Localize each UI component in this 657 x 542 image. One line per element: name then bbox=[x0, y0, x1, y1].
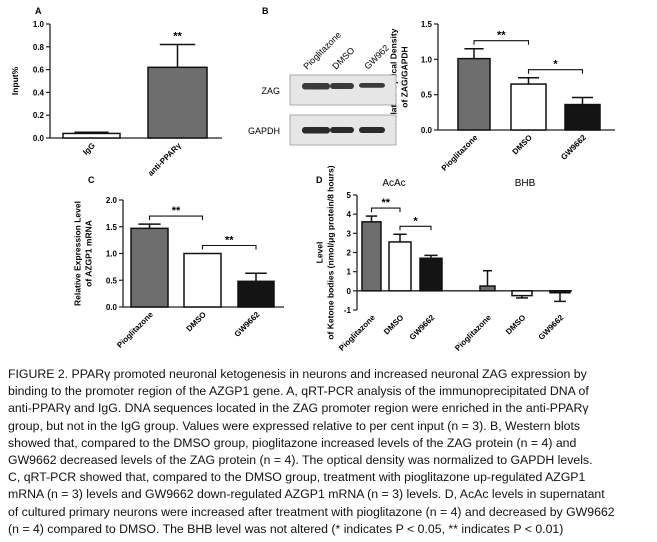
blot-band bbox=[330, 83, 354, 89]
caption-line: FIGURE 2. PPARγ promoted neuronal ketoge… bbox=[8, 367, 587, 381]
y-tick-label: 0.8 bbox=[33, 43, 45, 52]
y-tick-label: 1.0 bbox=[33, 20, 45, 29]
caption-line: showed that, compared to the DMSO group,… bbox=[8, 435, 577, 450]
panel-label: A bbox=[35, 6, 42, 16]
significance-label: ** bbox=[381, 197, 390, 209]
blot-box bbox=[289, 74, 397, 106]
blot-band bbox=[359, 127, 385, 133]
x-tick-label: GW9662 bbox=[233, 310, 262, 339]
y-tick-label: 3 bbox=[347, 229, 352, 238]
y-tick-label: 0.0 bbox=[421, 126, 433, 135]
significance-label: ** bbox=[173, 31, 182, 43]
x-tick-label: Pioglitazone bbox=[440, 133, 480, 173]
figure-caption: FIGURE 2. PPARγ promoted neuronal ketoge… bbox=[8, 366, 653, 538]
x-tick-label: anti-PPARγ bbox=[146, 141, 183, 178]
x-tick-label: Pioglitazone bbox=[453, 313, 493, 353]
y-tick-label: 1.0 bbox=[106, 250, 118, 259]
y-axis-label: Input% bbox=[10, 66, 20, 95]
panel-label: C bbox=[88, 175, 95, 185]
y-tick-label: 4 bbox=[347, 210, 352, 219]
caption-line: (n = 4) compared to DMSO. The BHB level … bbox=[8, 521, 564, 536]
bar bbox=[511, 290, 533, 297]
x-tick-label: DMSO bbox=[185, 310, 208, 333]
bar bbox=[510, 83, 547, 131]
x-tick-label: DMSO bbox=[504, 313, 527, 336]
y-axis-label: of ZAG/GAPDH bbox=[400, 46, 410, 107]
bar bbox=[237, 280, 275, 308]
y-tick-label: 0.5 bbox=[421, 91, 433, 100]
bar bbox=[388, 241, 412, 292]
y-tick-label: 1.5 bbox=[106, 223, 118, 232]
blot-label-gapdh: GAPDH bbox=[248, 126, 280, 136]
significance-bracket bbox=[148, 215, 204, 221]
x-tick-label: GW9662 bbox=[537, 313, 566, 342]
bar bbox=[130, 227, 169, 308]
significance-bracket bbox=[473, 40, 530, 45]
significance-label: ** bbox=[172, 205, 181, 217]
bar bbox=[457, 57, 491, 131]
blot-band bbox=[359, 83, 385, 88]
bar bbox=[62, 132, 121, 139]
caption-line: mRNA (n = 3) levels and GW9662 down-regu… bbox=[8, 487, 605, 502]
x-tick-label: IgG bbox=[81, 141, 97, 157]
y-tick-label: 2 bbox=[347, 249, 352, 258]
y-tick-label: 1 bbox=[347, 268, 352, 277]
y-tick-label: 5 bbox=[347, 191, 352, 200]
blot-band bbox=[302, 127, 330, 134]
blot-label-zag: ZAG bbox=[261, 86, 280, 96]
caption-line: of cultured primary neurons were increas… bbox=[8, 504, 615, 519]
significance-bracket bbox=[201, 244, 257, 250]
y-tick-label: 0.0 bbox=[33, 134, 45, 143]
x-tick-label: DMSO bbox=[511, 133, 534, 156]
bar bbox=[564, 103, 601, 131]
significance-label: ** bbox=[497, 30, 506, 42]
y-tick-label: -1 bbox=[344, 306, 352, 315]
x-tick-label: Pioglitazone bbox=[115, 310, 155, 350]
y-axis-label: of Ketone bodies (nmol/μg protein/8 hour… bbox=[326, 165, 336, 339]
significance-bracket bbox=[399, 225, 432, 231]
y-tick-label: 0.2 bbox=[33, 111, 45, 120]
bar bbox=[419, 257, 443, 292]
bar bbox=[361, 221, 382, 292]
caption-line: GW9662 decreased levels of the ZAG prote… bbox=[8, 453, 593, 468]
significance-label: * bbox=[553, 59, 558, 71]
caption-line: C, qRT-PCR showed that, compared to the … bbox=[8, 470, 586, 485]
y-axis-label: Level bbox=[315, 242, 325, 264]
group-title-bhb: BHB bbox=[515, 178, 536, 189]
caption-line: binding to the promoter region of the AZ… bbox=[8, 384, 589, 399]
y-tick-label: 0.6 bbox=[33, 66, 45, 75]
x-tick-label: GW9662 bbox=[408, 313, 437, 342]
y-tick-label: 1.0 bbox=[421, 55, 433, 64]
y-tick-label: 0.0 bbox=[106, 303, 118, 312]
blot-lane-label: DMSO bbox=[330, 45, 356, 71]
significance-label: ** bbox=[225, 235, 234, 247]
blot-lane-label: GW962 bbox=[362, 43, 391, 72]
y-axis-label: Relative Expression Level bbox=[73, 201, 83, 306]
bar bbox=[549, 290, 571, 294]
x-tick-label: GW9662 bbox=[559, 133, 588, 162]
caption-line: group, but not in the IgG group. Values … bbox=[8, 418, 581, 433]
x-tick-label: DMSO bbox=[382, 313, 405, 336]
y-tick-label: 0 bbox=[347, 287, 352, 296]
panel-label: D bbox=[316, 175, 323, 185]
y-tick-label: 0.5 bbox=[106, 276, 118, 285]
x-tick-label: Pioglitazone bbox=[337, 313, 377, 353]
blot-band bbox=[302, 83, 330, 90]
significance-bracket bbox=[527, 69, 584, 74]
bar bbox=[147, 66, 208, 139]
significance-bracket bbox=[370, 207, 401, 213]
panel-label: B bbox=[262, 6, 269, 16]
y-tick-label: 1.5 bbox=[421, 20, 433, 29]
significance-label: * bbox=[413, 215, 418, 227]
bar bbox=[183, 252, 222, 308]
y-tick-label: 2.0 bbox=[106, 196, 118, 205]
blot-band bbox=[330, 127, 354, 133]
bar bbox=[479, 285, 496, 292]
y-axis-label: of AZGP1 mRNA bbox=[84, 220, 94, 287]
caption-line: anti-PPARγ and IgG. DNA sequences locate… bbox=[8, 401, 589, 416]
group-title-acac: AcAc bbox=[382, 178, 405, 189]
y-tick-label: 0.4 bbox=[33, 88, 45, 97]
